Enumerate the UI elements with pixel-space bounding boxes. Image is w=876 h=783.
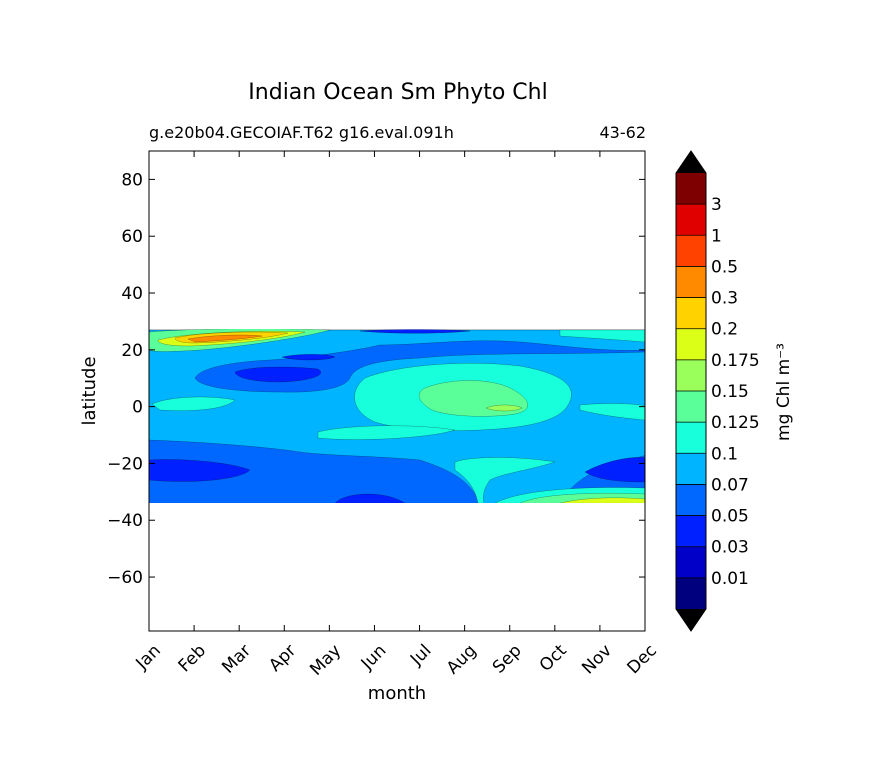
colorbar-segment [676, 173, 706, 205]
chart-subtitle-left: g.e20b04.GECOIAF.T62 g16.eval.091h [149, 123, 454, 142]
y-tick-label: 60 [121, 227, 143, 247]
colorbar-segment [676, 484, 706, 516]
colorbar-tick-label: 0.01 [711, 569, 749, 589]
y-tick-label: 0 [132, 398, 143, 418]
colorbar-tick-label: 3 [711, 195, 722, 215]
contour-south-005b [334, 493, 406, 503]
colorbar-tick-label: 0.1 [711, 444, 738, 464]
contour-central-0175 [485, 404, 523, 412]
colorbar-tick-label: 0.07 [711, 475, 749, 495]
y-axis-ticks: 80 60 40 20 0 −20 −40 −60 [107, 170, 645, 588]
colorbar-tick-label: 0.05 [711, 507, 749, 527]
heatmap-field [149, 329, 645, 503]
contour-south-007 [149, 439, 481, 503]
y-tick-label: −20 [107, 454, 143, 474]
x-tick-label: Jan [132, 641, 165, 674]
colorbar-segment [676, 297, 706, 329]
colorbar-tick-label: 0.2 [711, 320, 738, 340]
colorbar-tick-label: 0.03 [711, 538, 749, 558]
x-tick-label: Jul [406, 641, 435, 670]
colorbar-segment [676, 453, 706, 485]
y-tick-label: 20 [121, 341, 143, 361]
colorbar: 0.01 0.03 0.05 0.07 0.1 0.125 0.15 0.175 0.2 0.3 0… [675, 150, 760, 632]
colorbar-segment [676, 546, 706, 578]
contour-jun-jul-005 [359, 329, 471, 334]
contour-east-0125 [579, 403, 645, 421]
colorbar-segment [676, 235, 706, 267]
y-tick-label: 40 [121, 284, 143, 304]
contour-west-0125 [151, 396, 236, 411]
colorbar-tick-label: 1 [711, 226, 722, 246]
plot-frame [148, 150, 646, 632]
colorbar-outline [675, 150, 707, 632]
x-tick-label: Nov [578, 641, 616, 679]
contour-feb-mar-05 [187, 334, 263, 343]
y-tick-label: −60 [107, 568, 143, 588]
x-tick-label: Mar [218, 641, 255, 678]
x-tick-label: Oct [536, 641, 571, 676]
colorbar-tick-label: 0.5 [711, 257, 738, 277]
contour-south-005 [149, 459, 251, 482]
y-tick-label: 80 [121, 170, 143, 190]
chart-title: Indian Ocean Sm Phyto Chl [248, 80, 547, 105]
contour-dec-005 [584, 457, 645, 483]
x-tick-label: Apr [265, 641, 300, 676]
x-tick-label: Jun [357, 641, 391, 675]
colorbar-segment [676, 359, 706, 391]
colorbar-segment [676, 328, 706, 360]
colorbar-segment [676, 515, 706, 547]
colorbar-tick-label: 0.3 [711, 289, 738, 309]
x-tick-label: Dec [624, 641, 661, 678]
x-tick-label: Aug [443, 641, 481, 679]
y-tick-label: −40 [107, 511, 143, 531]
colorbar-tick-label: 0.15 [711, 382, 749, 402]
colorbar-segment [676, 422, 706, 454]
colorbar-segment [676, 204, 706, 236]
x-axis-label: month [368, 683, 426, 704]
chart-subtitle-right: 43-62 [600, 123, 647, 142]
colorbar-extend-min [676, 609, 706, 631]
colorbar-segment [676, 266, 706, 298]
y-axis-label: latitude [79, 356, 100, 425]
colorbar-extend-max [676, 151, 706, 173]
colorbar-tick-label: 0.175 [711, 351, 760, 371]
x-tick-label: Feb [175, 641, 210, 676]
contour-aug-sep-0125 [454, 457, 556, 503]
colorbar-segment [676, 391, 706, 423]
contour-mid-0125 [317, 425, 456, 440]
contour-mar-apr-005 [234, 366, 321, 383]
colorbar-segment [676, 577, 706, 609]
colorbar-tick-label: 0.125 [711, 413, 760, 433]
colorbar-label: mg Chl m⁻³ [774, 343, 794, 441]
x-tick-label: May [306, 641, 345, 680]
x-tick-label: Sep [489, 641, 526, 678]
contour-may-jun-005 [281, 354, 336, 361]
